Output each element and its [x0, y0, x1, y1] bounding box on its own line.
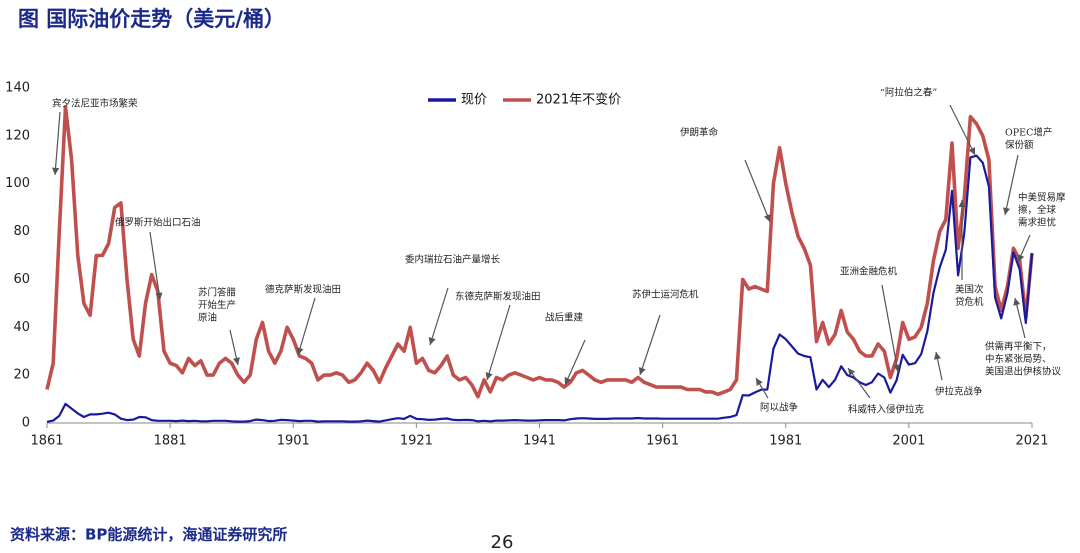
- x-tick-label: 1941: [523, 434, 556, 449]
- annotation: 苏门答腊: [198, 287, 237, 299]
- annotation: 原油: [198, 312, 217, 324]
- annotation-arrow: [564, 339, 586, 386]
- y-tick-label: 100: [5, 176, 30, 191]
- x-tick-label: 1861: [30, 434, 63, 449]
- annotation-arrow: [1003, 154, 1019, 216]
- annotation-arrow: [149, 231, 163, 301]
- y-tick-label: 20: [13, 368, 30, 383]
- annotation-arrow: [229, 329, 240, 366]
- y-tick-label: 140: [5, 81, 30, 96]
- chart-title: 图 国际油价走势（美元/桶）: [18, 7, 285, 31]
- annotation: 开始生产: [198, 299, 236, 311]
- y-tick-label: 80: [13, 224, 30, 239]
- annotation-arrow: [296, 297, 316, 356]
- annotation: 伊朗革命: [680, 127, 719, 139]
- annotation: 德克萨斯发现油田: [265, 284, 341, 296]
- annotation: 科威特入侵伊拉克: [848, 404, 925, 416]
- y-tick-label: 0: [22, 416, 30, 431]
- annotation: 需求担忧: [1018, 217, 1057, 229]
- annotation-arrow: [51, 111, 61, 176]
- y-tick-label: 60: [13, 272, 30, 287]
- annotation: 伊拉克战争: [935, 386, 983, 398]
- x-tick-label: 2001: [892, 434, 925, 449]
- legend-label: 2021年不变价: [536, 92, 621, 108]
- y-tick-label: 120: [5, 128, 30, 143]
- x-tick-label: 1901: [277, 434, 310, 449]
- annotation-arrow: [485, 304, 511, 381]
- annotation: 美国次: [955, 284, 984, 296]
- x-tick-label: 1881: [154, 434, 187, 449]
- annotation-arrow: [755, 377, 769, 399]
- page-number: 26: [491, 532, 514, 553]
- annotation: 供需再平衡下，: [985, 341, 1052, 353]
- annotation: 亚洲金融危机: [840, 266, 898, 278]
- x-tick-label: 1921: [400, 434, 433, 449]
- annotation: 俄罗斯开始出口石油: [115, 217, 201, 229]
- annotation-arrow: [933, 351, 943, 381]
- annotation: 保份额: [1005, 139, 1034, 151]
- annotation: 擦，全球: [1018, 204, 1057, 216]
- annotation: 中东紧张局势、: [985, 353, 1052, 365]
- x-tick-label: 1961: [646, 434, 679, 449]
- source: 资料来源：BP能源统计，海通证券研究所: [10, 526, 287, 544]
- y-tick-label: 40: [13, 320, 30, 335]
- annotation: 苏伊士运河危机: [632, 289, 699, 301]
- annotation: OPEC增产: [1005, 127, 1052, 139]
- annotation: 宾夕法尼亚市场繁荣: [52, 98, 138, 110]
- series-line: [46, 154, 1034, 423]
- annotation: 委内瑞拉石油产量增长: [405, 254, 501, 266]
- x-tick-label: 2021: [1015, 434, 1048, 449]
- annotation: 中美贸易摩: [1018, 192, 1066, 204]
- legend-label: 现价: [461, 93, 487, 108]
- annotation-arrow: [638, 314, 661, 376]
- series-line: [45, 105, 1034, 399]
- annotation-arrow: [744, 159, 771, 223]
- annotation: 阿以战争: [760, 402, 799, 414]
- annotation: 美国退出伊核协议: [985, 366, 1062, 378]
- annotation: 贷危机: [955, 296, 984, 308]
- x-tick-label: 1981: [769, 434, 802, 449]
- annotation-arrow: [881, 284, 901, 373]
- annotation-arrow: [428, 287, 449, 346]
- annotation-arrow: [949, 104, 976, 156]
- annotation: 东德克萨斯发现油田: [455, 291, 541, 303]
- annotation-arrow: [1017, 234, 1031, 263]
- annotation: “阿拉伯之春”: [880, 87, 937, 99]
- annotation: 战后重建: [545, 312, 584, 324]
- annotation-arrow: [847, 367, 871, 399]
- annotation-arrow: [1013, 297, 1026, 339]
